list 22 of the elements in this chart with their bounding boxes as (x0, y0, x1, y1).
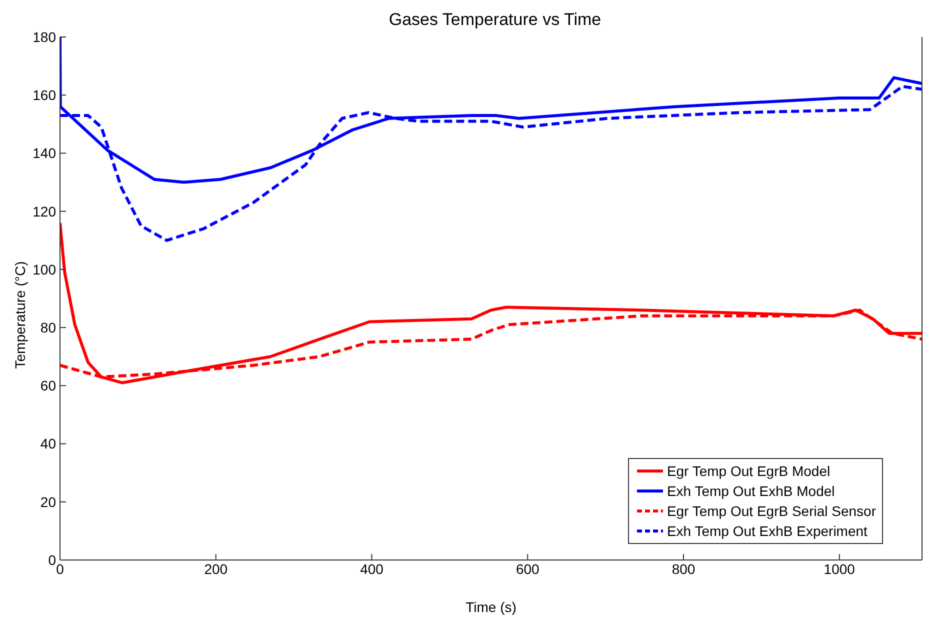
legend-label: Egr Temp Out EgrB Model (666, 463, 830, 479)
y-tick-label: 20 (40, 494, 56, 510)
y-axis-title: Temperature (°C) (12, 260, 28, 368)
chart-title: Gases Temperature vs Time (388, 10, 602, 30)
x-tick-label: 800 (672, 560, 696, 577)
legend-label: Exh Temp Out ExhB Experiment (666, 523, 868, 539)
x-tick-label: 600 (516, 560, 540, 577)
line-series (60, 221, 922, 384)
y-tick-label: 120 (32, 203, 56, 220)
y-tick-label: 180 (32, 28, 56, 45)
y-tick-label: 100 (32, 261, 56, 278)
y-tick-label: 160 (32, 87, 56, 104)
x-tick-label: 1000 (824, 560, 856, 577)
x-tick-label: 400 (360, 560, 384, 577)
legend-label: Exh Temp Out ExhB Model (666, 483, 835, 499)
legend-label: Egr Temp Out EgrB Serial Sensor (666, 503, 876, 519)
y-tick-label: 140 (32, 145, 56, 162)
y-tick-label: 60 (40, 378, 56, 394)
x-tick-label: 200 (204, 560, 228, 577)
y-tick-label: 80 (40, 320, 56, 336)
y-tick-label: 40 (40, 436, 56, 452)
x-axis-title: Time (s) (466, 599, 516, 615)
